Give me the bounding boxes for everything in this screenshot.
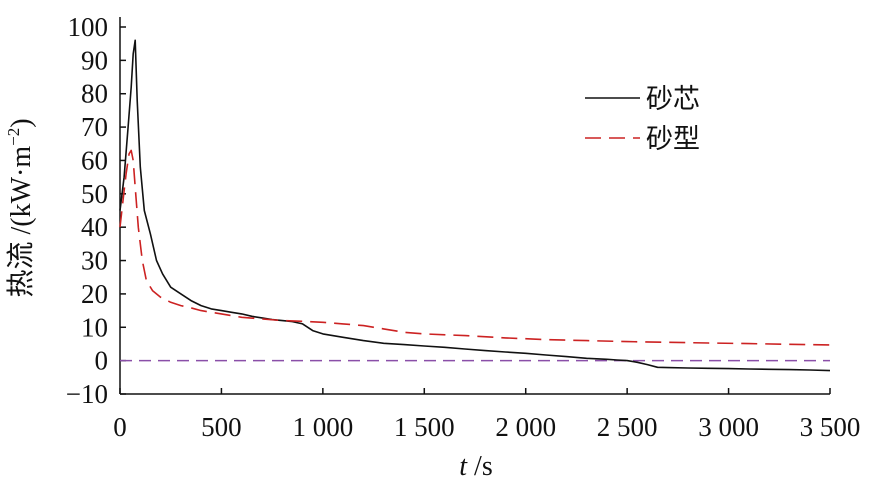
y-axis-quantity: 热流 /(kW·m — [5, 146, 37, 298]
y-tick-label: 70 — [81, 112, 108, 142]
y-tick-label: 10 — [81, 312, 108, 342]
x-axis-title: t /s — [459, 451, 492, 482]
x-tick-label: 1 000 — [292, 412, 353, 442]
y-tick-label: 90 — [81, 45, 108, 75]
series-line-2 — [119, 149, 831, 346]
y-tick-label: 30 — [81, 246, 108, 276]
x-tick-label: 1 500 — [394, 412, 455, 442]
legend-label-1: 砂芯 — [646, 84, 700, 115]
axes — [119, 17, 830, 395]
y-axis-close: ) — [6, 118, 37, 127]
y-axis-exponent: −2 — [4, 128, 23, 146]
y-tick-label: 20 — [81, 279, 108, 309]
series-line-1 — [119, 39, 831, 372]
x-axis-unit: /s — [467, 451, 493, 482]
x-tick-label: 3 000 — [698, 412, 759, 442]
y-tick-label: 60 — [81, 145, 108, 175]
x-tick-label: 0 — [113, 412, 127, 442]
ticks: 0 500 1 000 1 500 2 000 2 500 3 000 3 500 −100 10… — [66, 12, 861, 442]
y-tick-label: 0 — [95, 346, 109, 376]
y-axis-title: 热流 /(kW·m−2) — [4, 118, 37, 297]
x-tick-label: 3 500 — [800, 412, 861, 442]
x-tick-label: 2 000 — [495, 412, 556, 442]
y-tick-label: 50 — [81, 179, 108, 209]
legend-label-2: 砂型 — [646, 124, 700, 155]
x-tick-label: 2 500 — [597, 412, 658, 442]
y-tick-label: −10 — [66, 379, 108, 409]
y-tick-label: 80 — [81, 79, 108, 109]
x-tick-label: 500 — [201, 412, 242, 442]
series-layer — [119, 39, 831, 372]
y-tick-label: 40 — [81, 212, 108, 242]
y-tick-label: 100 — [68, 12, 109, 42]
x-axis-variable: t — [459, 451, 468, 482]
